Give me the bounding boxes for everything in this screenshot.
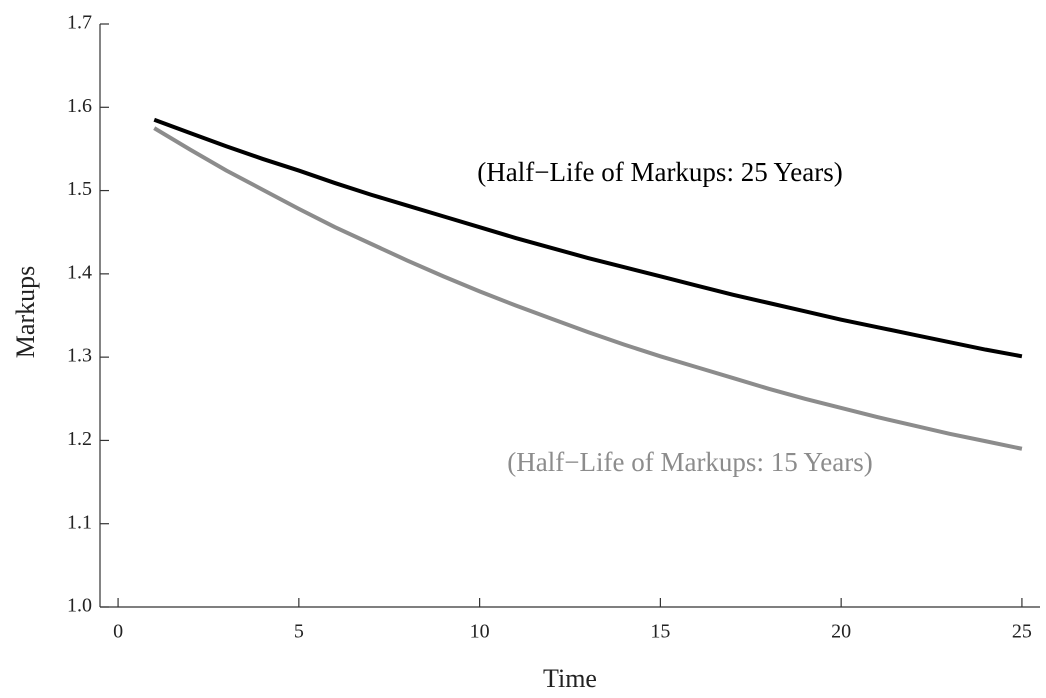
x-tick-label: 25 <box>1012 621 1032 643</box>
y-tick-label: 1.6 <box>67 95 92 117</box>
series-annotation: (Half−Life of Markups: 25 Years) <box>477 157 842 187</box>
y-tick-label: 1.0 <box>67 595 92 617</box>
y-tick-label: 1.3 <box>67 345 92 367</box>
x-tick-label: 15 <box>650 621 670 643</box>
y-tick-label: 1.2 <box>67 428 92 450</box>
y-tick-label: 1.7 <box>67 12 92 34</box>
x-tick-label: 10 <box>470 621 490 643</box>
y-tick-label: 1.1 <box>67 511 92 533</box>
series-line <box>153 117 1023 359</box>
x-tick-label: 5 <box>294 621 304 643</box>
x-tick-label: 20 <box>831 621 851 643</box>
y-tick-label: 1.5 <box>67 178 92 200</box>
x-axis-title: Time <box>543 664 597 693</box>
x-tick-label: 0 <box>113 621 123 643</box>
series-line <box>153 126 1023 451</box>
y-axis-title: Markups <box>11 266 40 358</box>
y-tick-label: 1.4 <box>67 261 92 283</box>
series-annotation: (Half−Life of Markups: 15 Years) <box>507 447 872 477</box>
